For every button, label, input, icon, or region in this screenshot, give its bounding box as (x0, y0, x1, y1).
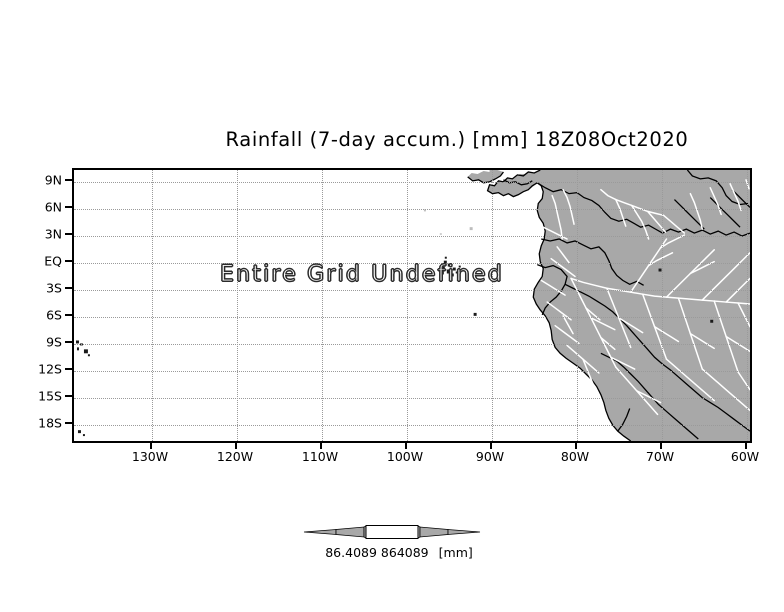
colorbar-right-spike (447, 529, 481, 535)
ytick-mark (65, 179, 72, 181)
xtick-mark (405, 443, 407, 449)
colorbar[interactable] (296, 519, 488, 545)
ytick-mark (65, 422, 72, 424)
xtick-label-110w: 110W (301, 449, 339, 464)
ytick-label-12s: 12S (38, 361, 62, 377)
ytick-mark (65, 341, 72, 343)
xtick-mark (490, 443, 492, 449)
xtick-mark (660, 443, 662, 449)
xtick-label-120w: 120W (216, 449, 254, 464)
xtick-label-60w: 60W (730, 449, 760, 464)
xtick-mark (745, 443, 747, 449)
xtick-mark (575, 443, 577, 449)
colorbar-swatches (303, 525, 481, 539)
ytick-mark (65, 368, 72, 370)
country-borders-group (536, 182, 750, 440)
page-title: Rainfall (7-day accum.) [mm] 18Z08Oct202… (225, 128, 689, 151)
xtick-label-100w: 100W (386, 449, 424, 464)
xtick-mark (235, 443, 237, 449)
ytick-mark (65, 206, 72, 208)
rivers-group (540, 179, 750, 416)
colorbar-left-spike (303, 529, 337, 535)
ytick-mark (65, 287, 72, 289)
ytick-label-eq: EQ (44, 253, 62, 269)
ytick-label-6s: 6S (46, 307, 62, 323)
xtick-label-90w: 90W (475, 449, 505, 464)
ytick-label-9s: 9S (46, 334, 62, 350)
map-plot-area[interactable] (72, 168, 752, 443)
ytick-label-3s: 3S (46, 280, 62, 296)
ytick-label-9n: 9N (44, 172, 62, 188)
ytick-mark (65, 395, 72, 397)
south-america-land (487, 170, 750, 441)
xtick-mark (150, 443, 152, 449)
colorbar-labels: 86.4089 864089 [mm] (0, 545, 784, 560)
ytick-label-6n: 6N (44, 199, 62, 215)
xtick-label-70w: 70W (645, 449, 675, 464)
colorbar-left-wedge (335, 526, 365, 538)
ytick-label-18s: 18S (38, 415, 62, 431)
ytick-mark (65, 233, 72, 235)
colorbar-max-label: 864089 (380, 545, 429, 560)
ytick-mark (65, 260, 72, 262)
xtick-label-130w: 130W (131, 449, 169, 464)
ytick-label-3n: 3N (44, 226, 62, 242)
xtick-mark (320, 443, 322, 449)
map-basemap (74, 170, 750, 441)
ytick-mark (65, 314, 72, 316)
colorbar-center-box (365, 525, 419, 539)
colorbar-right-wedge (419, 526, 449, 538)
ytick-label-15s: 15S (38, 388, 62, 404)
xtick-label-80w: 80W (560, 449, 590, 464)
colorbar-unit-label: [mm] (438, 545, 473, 560)
colorbar-min-label: 86.4089 (325, 545, 377, 560)
